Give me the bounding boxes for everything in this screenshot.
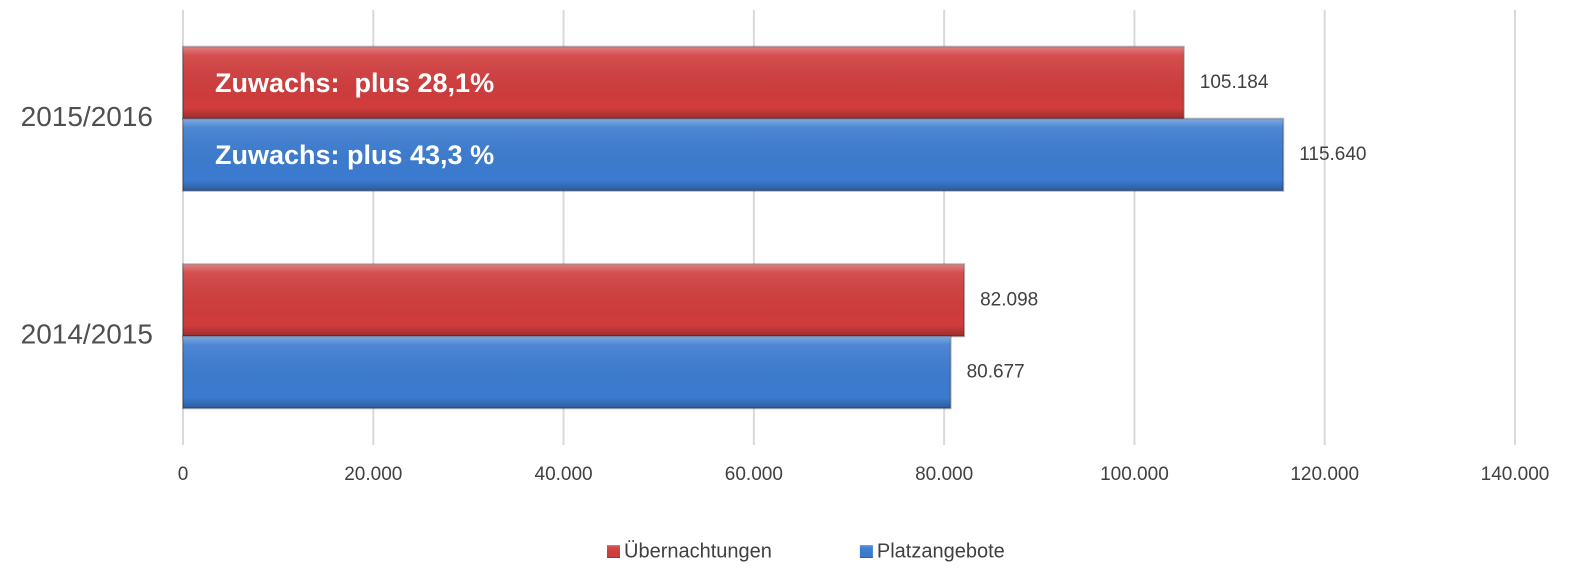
bar-shine <box>183 264 965 337</box>
y-tick-label: 2014/2015 <box>21 319 153 350</box>
x-tick-label: 60.000 <box>725 464 783 485</box>
x-tick-label: 0 <box>178 464 189 485</box>
x-tick-label: 80.000 <box>915 464 973 485</box>
legend-swatch-shine <box>859 545 873 558</box>
data-label: 82.098 <box>980 289 1038 310</box>
data-label: 80.677 <box>967 361 1025 382</box>
x-tick-label: 100.000 <box>1100 464 1169 485</box>
x-tick-label: 20.000 <box>344 464 402 485</box>
bar-shine <box>183 118 1284 191</box>
annotation: Zuwachs: plus 28,1% <box>215 68 494 98</box>
x-tick-label: 40.000 <box>535 464 593 485</box>
legend-swatch-shine <box>607 545 620 558</box>
annotation: Zuwachs: plus 43,3 % <box>215 140 494 170</box>
legend-label: Übernachtungen <box>624 540 772 562</box>
data-label: 105.184 <box>1200 72 1269 93</box>
bar-shine <box>183 336 951 409</box>
x-tick-label: 120.000 <box>1290 464 1359 485</box>
x-tick-label: 140.000 <box>1481 464 1550 485</box>
legend-label: Platzangebote <box>877 540 1005 562</box>
bar-shine <box>183 46 1184 119</box>
y-tick-label: 2015/2016 <box>21 101 153 132</box>
data-label: 115.640 <box>1299 144 1366 165</box>
